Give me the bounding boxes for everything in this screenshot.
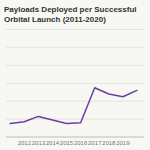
x-tick-label: 2017 [88,140,102,146]
grid-line [6,137,144,138]
grid-line [6,83,144,84]
grid-line [6,101,144,102]
x-tick-label: 2018 [102,140,116,146]
plot-area [10,88,137,124]
grid-line [6,65,144,66]
chart: Payloads Deployed per Successful Orbital… [0,0,150,150]
x-tick-label: 2016 [74,140,88,146]
x-tick-label: 2013 [32,140,46,146]
grid-line [6,119,144,120]
x-tick-label: 2019 [116,140,130,146]
x-tick-label: 2012 [18,140,32,146]
grid-line [6,47,144,48]
x-axis-line [6,137,144,138]
chart-container: Payloads Deployed per Successful Orbital… [0,0,150,150]
title: Payloads Deployed per Successful Orbital… [4,5,139,24]
grid-line [6,29,144,30]
data-line [10,88,137,124]
grid [6,30,144,138]
x-tick-label: 2015 [60,140,74,146]
x-tick-label: 2014 [46,140,60,146]
